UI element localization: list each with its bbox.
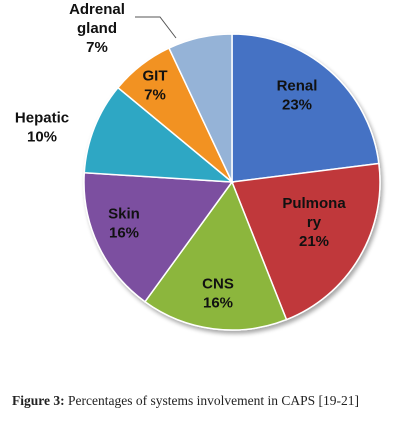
slice-label-skin: Skin 16% [108, 206, 140, 242]
pie-slice-cns [143, 180, 288, 331]
slice-label-cns: CNS 16% [202, 276, 234, 312]
slice-name-line: Skin [108, 206, 140, 223]
pie-slice-hepatic [83, 86, 235, 183]
slice-name-line: Adrenal [69, 1, 125, 18]
pie-slice-adrenal-gland [167, 33, 233, 183]
pie-slice-skin [83, 171, 234, 303]
slice-label-renal: Renal 23% [277, 78, 318, 114]
slice-value-label: 23% [282, 97, 312, 114]
slice-name-line: Hepatic [15, 110, 69, 127]
slice-label-adrenal-gland: Adrenal gland 7% [69, 1, 125, 56]
slice-name-line: CNS [202, 276, 234, 293]
pie-slice-pulmona-ry [230, 162, 381, 321]
slice-value-label: 7% [86, 39, 108, 56]
slice-value-label: 16% [109, 225, 139, 242]
adrenal-leader-line [135, 16, 177, 39]
slice-label-hepatic: Hepatic 10% [15, 110, 69, 146]
slice-value-label: 16% [203, 295, 233, 312]
caption-text: Percentages of systems involvement in CA… [64, 393, 359, 408]
slice-value-label: 21% [299, 233, 329, 250]
slice-label-git: GIT 7% [143, 68, 168, 104]
slice-value-label: 10% [27, 129, 57, 146]
slice-name-line: Pulmona [282, 195, 346, 212]
pie-slice-renal [231, 33, 380, 183]
slice-name-line: Renal [277, 78, 318, 95]
slice-name-line: gland [77, 20, 117, 37]
slice-value-label: 7% [144, 87, 166, 104]
slice-name-line: ry [307, 214, 322, 231]
figure-caption: Figure 3: Percentages of systems involve… [12, 393, 412, 409]
slice-label-pulmona-ry: Pulmona ry 21% [282, 195, 346, 250]
pie-chart: Renal 23% Pulmona ry 21% CNS 16% Skin 16% Hepatic… [15, 1, 381, 331]
caption-prefix: Figure 3: [12, 393, 65, 408]
slice-name-line: GIT [143, 68, 168, 85]
